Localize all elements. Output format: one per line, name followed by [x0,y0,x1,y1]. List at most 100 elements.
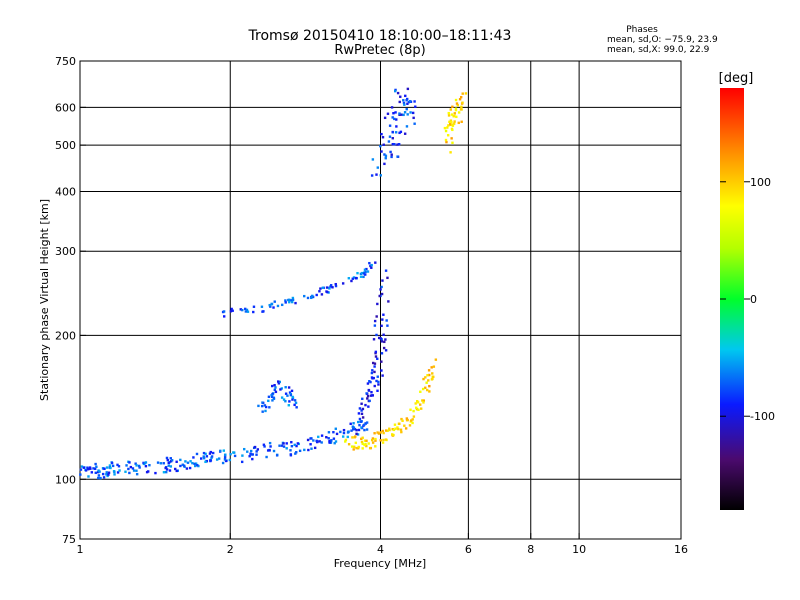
data-point [310,447,313,450]
data-point [391,433,394,436]
data-point [272,306,275,309]
data-point [318,290,321,293]
data-point [113,473,116,476]
data-point [223,456,227,459]
data-point [96,470,100,474]
data-point [278,380,281,384]
data-point [370,394,374,397]
data-point [413,100,416,103]
data-point [380,132,383,136]
data-point [138,466,141,469]
data-point [363,268,367,271]
data-point [272,396,276,400]
data-point [354,277,358,280]
stats-x-line: mean, sd,X: 99.0, 22.9 [607,45,710,55]
data-point [159,462,163,465]
data-point [232,451,235,454]
data-point [367,442,370,445]
stats-heading: Phases [626,25,658,35]
data-point [116,471,120,474]
data-point [424,376,427,379]
data-point [246,310,250,313]
colorbar-tick-label: 0 [750,293,757,306]
data-point [181,463,184,466]
data-point [268,441,272,445]
data-point [444,138,448,142]
data-point [209,459,212,463]
x-axis-ticks: 1 2 4 6 8 10 16 [77,533,688,556]
data-point [148,463,151,467]
data-point [447,124,450,127]
data-point [273,388,277,391]
data-point [360,437,363,441]
data-point [422,377,425,381]
data-point [449,108,452,111]
data-point [278,444,281,447]
data-point [446,126,449,129]
data-point [364,273,367,276]
data-point [295,451,298,454]
data-point [182,464,186,467]
y-tick-label: 100 [55,473,76,486]
data-point [99,476,102,480]
data-point [89,467,92,470]
data-point [252,310,255,314]
data-point [370,371,374,375]
data-point [291,398,294,401]
data-point [434,358,438,361]
data-point [405,418,409,422]
data-point [129,465,133,469]
data-point [464,92,468,95]
data-point [372,338,376,341]
data-point [370,263,373,267]
data-point [287,404,291,407]
data-point [377,383,380,386]
data-point [327,437,330,440]
data-point [293,399,297,402]
data-point [391,137,394,140]
data-point [388,124,392,127]
data-point [381,279,384,282]
colorbar-tick-label: -100 [750,410,775,423]
data-point [288,298,291,302]
data-point [428,390,431,393]
data-point [378,294,381,298]
x-tick-label: 8 [527,543,534,556]
data-point [167,461,170,465]
data-point [383,340,386,344]
data-point [261,410,264,413]
data-point [260,305,264,308]
data-point [386,324,389,327]
data-point [391,116,394,119]
data-point [379,439,382,442]
data-point [448,120,451,124]
data-point [392,428,396,432]
data-point [356,271,359,275]
data-point [135,469,138,472]
data-point [294,301,297,305]
data-point [352,276,356,279]
data-point [381,429,384,433]
data-point [454,98,458,102]
data-point [449,122,452,126]
data-point [380,352,384,355]
data-point [154,471,157,475]
data-point [145,470,149,474]
colorbar-label: [deg] [719,71,754,86]
data-point [330,439,333,442]
data-point [357,412,361,415]
data-point [328,439,331,443]
data-point [175,460,178,463]
data-point [425,381,428,384]
data-point [209,450,212,454]
data-point [116,463,119,467]
data-point [365,267,368,271]
data-point [427,379,430,382]
data-point [400,113,403,116]
data-point [128,471,131,475]
data-point [374,445,377,448]
data-point [276,304,280,308]
data-point [290,445,294,448]
data-point [455,115,458,119]
data-point [376,375,379,378]
